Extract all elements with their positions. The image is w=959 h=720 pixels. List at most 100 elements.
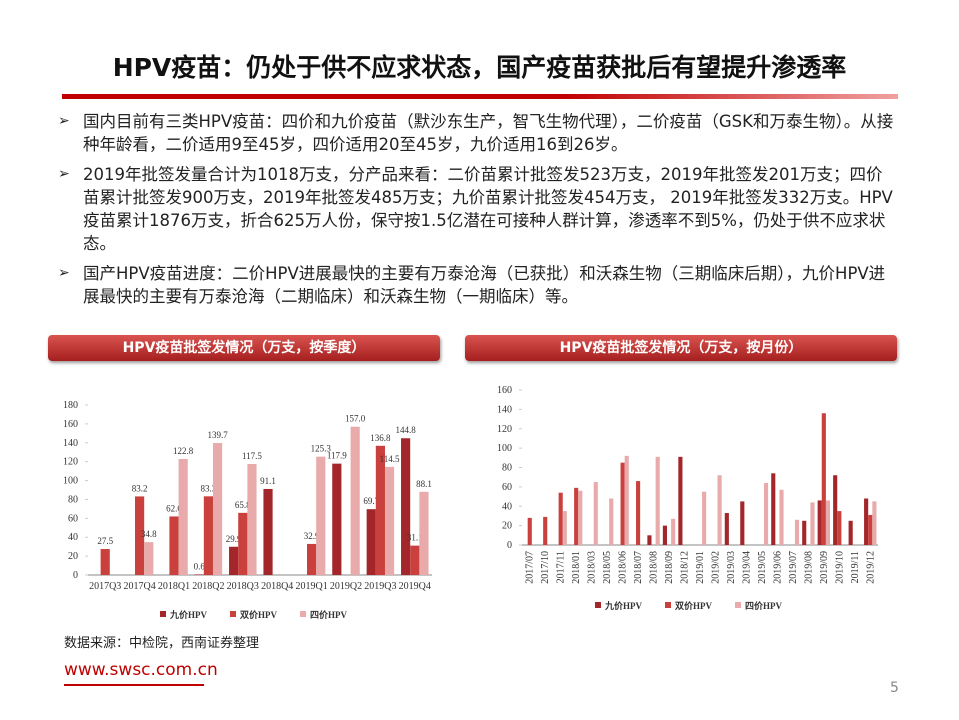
x-tick-label: 2019/08 — [803, 551, 814, 584]
bar — [332, 463, 342, 575]
title-rule — [62, 94, 898, 99]
y-tick-label: 180 — [63, 400, 78, 411]
value-label: 31.1 — [407, 533, 423, 543]
bar — [401, 438, 411, 575]
value-label: 88.1 — [416, 479, 432, 489]
value-label: 62.0 — [166, 503, 182, 513]
value-label: 32.9 — [304, 531, 320, 541]
bar — [247, 464, 257, 575]
value-label: 125.3 — [311, 444, 332, 454]
chart-banner: HPV疫苗批签发情况（万支，按季度） — [48, 335, 440, 361]
x-tick-label: 2019/05 — [757, 551, 768, 584]
bar — [178, 459, 188, 575]
bar — [384, 466, 395, 575]
bar — [229, 546, 239, 575]
x-tick-label: 2019Q4 — [399, 581, 431, 592]
value-label: 65.8 — [235, 500, 251, 510]
y-tick-label: 0 — [507, 540, 512, 551]
x-tick-label: 2018Q2 — [192, 581, 224, 592]
y-tick-label: 120 — [497, 424, 512, 435]
bar — [194, 574, 204, 575]
bar — [578, 490, 583, 545]
y-tick-label: 120 — [63, 457, 78, 468]
website-rule — [64, 684, 204, 686]
x-tick-label: 2017/11 — [556, 551, 567, 583]
bar — [263, 488, 273, 575]
value-label: 0.6 — [194, 561, 206, 571]
bar — [169, 516, 179, 575]
bar — [212, 443, 223, 575]
y-tick-label: 160 — [497, 385, 512, 396]
value-label: 136.8 — [370, 433, 391, 443]
x-tick-label: 2018/05 — [602, 551, 613, 584]
x-tick-label: 2018/01 — [571, 551, 582, 584]
bar — [802, 520, 807, 545]
y-tick-label: 80 — [502, 463, 512, 474]
y-tick-label: 160 — [63, 419, 78, 430]
x-tick-label: 2019/04 — [741, 551, 752, 584]
legend-swatch — [160, 611, 166, 617]
legend-swatch — [230, 611, 236, 617]
bar — [307, 543, 317, 575]
legend-swatch — [595, 602, 601, 608]
bar — [350, 426, 360, 575]
x-tick-label: 2018/03 — [587, 551, 598, 584]
bar — [410, 545, 420, 575]
value-label: 117.5 — [242, 451, 262, 461]
bar — [717, 475, 722, 545]
bar — [593, 482, 598, 545]
bar — [724, 513, 729, 545]
legend-label: 双价HPV — [240, 610, 277, 620]
x-tick-label: 2017/10 — [540, 551, 551, 584]
chart-banner: HPV疫苗批签发情况（万支，按月份） — [465, 335, 897, 361]
x-tick-label: 2018/09 — [664, 551, 675, 584]
bullet: 国内目前有三类HPV疫苗：四价和九价疫苗（默沙东生产，智飞生物代理），二价疫苗（… — [58, 110, 898, 156]
x-tick-label: 2019Q1 — [295, 581, 327, 592]
y-tick-label: 100 — [63, 476, 78, 487]
bar — [848, 520, 853, 545]
y-tick-label: 0 — [73, 570, 78, 581]
bar — [837, 511, 842, 545]
y-tick-label: 80 — [68, 494, 78, 505]
y-tick-label: 60 — [502, 482, 512, 493]
x-tick-label: 2017Q3 — [89, 581, 121, 592]
value-label: 139.7 — [207, 430, 228, 440]
value-label: 114.5 — [380, 454, 400, 464]
legend-swatch — [735, 602, 741, 608]
value-label: 27.5 — [97, 536, 113, 546]
value-label: 83.3 — [201, 483, 217, 493]
bar — [238, 512, 248, 575]
bar — [636, 481, 641, 545]
bar — [655, 456, 660, 545]
legend-label: 四价HPV — [745, 601, 782, 611]
bar — [702, 491, 707, 545]
x-tick-label: 2019/09 — [819, 551, 830, 584]
x-tick-label: 2019/01 — [695, 551, 706, 584]
bar — [620, 462, 625, 545]
y-tick-label: 100 — [497, 443, 512, 454]
x-tick-label: 2018/08 — [649, 551, 660, 584]
bar — [527, 517, 532, 545]
legend-label: 九价HPV — [604, 600, 642, 611]
bar — [624, 455, 629, 545]
bar — [821, 413, 826, 545]
bar — [135, 496, 145, 575]
bar — [203, 496, 213, 575]
x-tick-label: 2019/07 — [788, 551, 799, 584]
bar — [763, 483, 769, 545]
bar — [671, 518, 676, 545]
bar — [543, 516, 548, 545]
y-tick-label: 20 — [68, 551, 78, 562]
bar — [647, 535, 652, 545]
x-tick-label: 2018/12 — [680, 551, 691, 584]
bar — [864, 498, 869, 545]
bullet: 国产HPV疫苗进度：二价HPV进展最快的主要有万泰沧海（已获批）和沃森生物（三期… — [58, 262, 898, 308]
x-tick-label: 2018/06 — [618, 551, 629, 584]
legend-label: 四价HPV — [310, 610, 347, 620]
x-tick-label: 2019Q3 — [364, 581, 396, 592]
x-tick-label: 2019Q2 — [330, 581, 362, 592]
bar — [678, 456, 683, 545]
x-tick-label: 2019/11 — [850, 551, 861, 583]
x-tick-label: 2019/12 — [865, 551, 876, 584]
